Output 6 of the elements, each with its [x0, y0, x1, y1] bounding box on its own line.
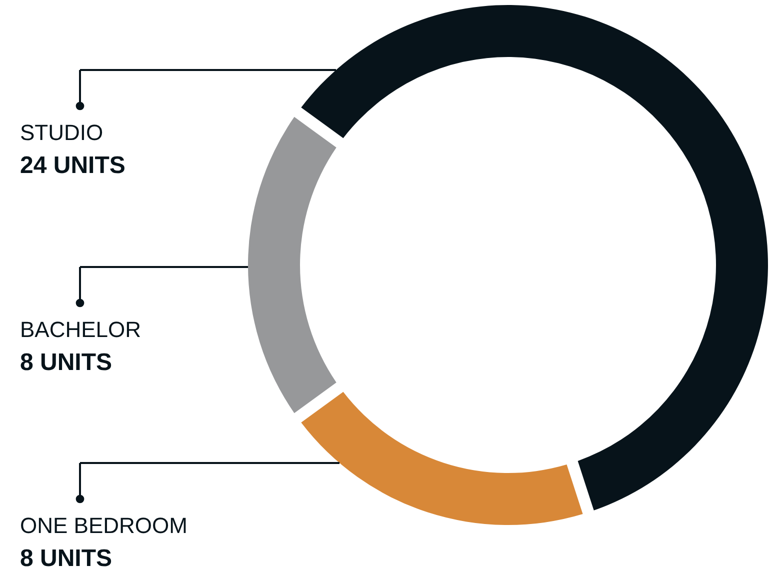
legend-label: STUDIO [20, 120, 104, 145]
data-label: 8 UNITS [20, 545, 112, 572]
data-label: 8 UNITS [20, 349, 112, 376]
slice-label: BACHELOR [20, 317, 142, 342]
data-label: 24 UNITS [20, 152, 126, 179]
slice-label: ONE BEDROOM [20, 513, 188, 538]
